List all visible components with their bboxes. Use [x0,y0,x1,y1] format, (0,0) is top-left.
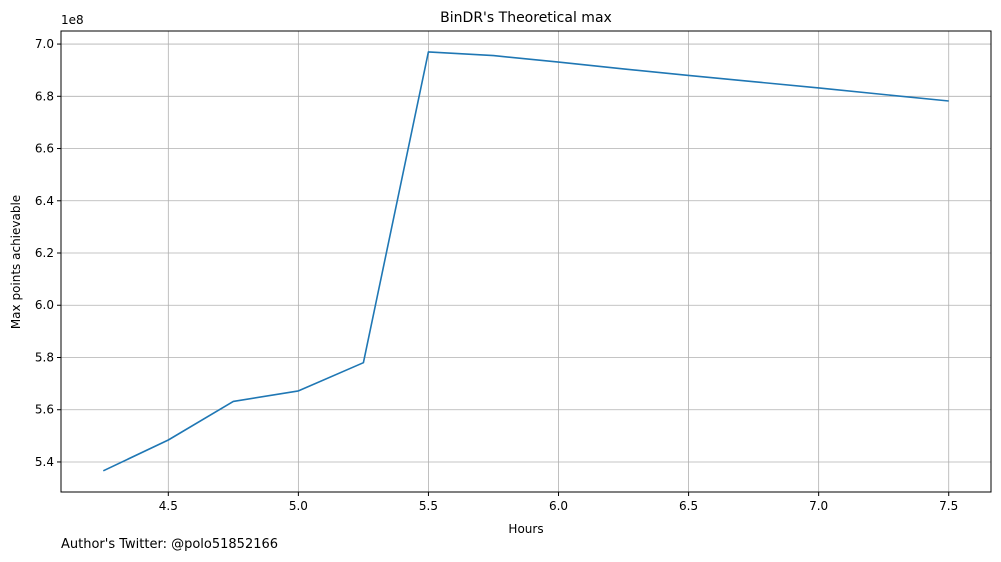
x-axis-ticks: 4.5 5.0 5.5 6.0 6.5 7.0 7.5 [159,492,958,513]
series-line [102,51,949,472]
x-tick-label: 6.5 [679,499,698,513]
y-tick-label: 7.0 [35,37,54,51]
y-tick-label: 6.0 [35,298,54,312]
y-tick-label: 5.6 [35,403,54,417]
author-credit: Author's Twitter: @polo51852166 [61,537,279,552]
x-tick-label: 6.0 [549,499,568,513]
x-axis-title: Hours [508,522,543,536]
x-tick-label: 7.5 [939,499,958,513]
y-axis-ticks: 5.4 5.6 5.8 6.0 6.2 6.4 6.6 6.8 7.0 [35,37,61,469]
x-tick-label: 5.0 [289,499,308,513]
series-layer [102,51,949,472]
y-tick-label: 5.4 [35,455,54,469]
y-offset-label: 1e8 [61,13,84,27]
y-tick-label: 6.4 [35,194,54,208]
y-tick-label: 6.6 [35,142,54,156]
x-tick-label: 7.0 [809,499,828,513]
x-tick-label: 4.5 [159,499,178,513]
axes-frame [60,30,992,493]
y-axis-title: Max points achievable [9,195,23,329]
y-tick-label: 6.8 [35,89,54,103]
y-tick-label: 6.2 [35,246,54,260]
x-tick-label: 5.5 [419,499,438,513]
chart-title: BinDR's Theoretical max [440,10,612,26]
grid-lines [61,31,991,492]
y-tick-label: 5.8 [35,350,54,364]
